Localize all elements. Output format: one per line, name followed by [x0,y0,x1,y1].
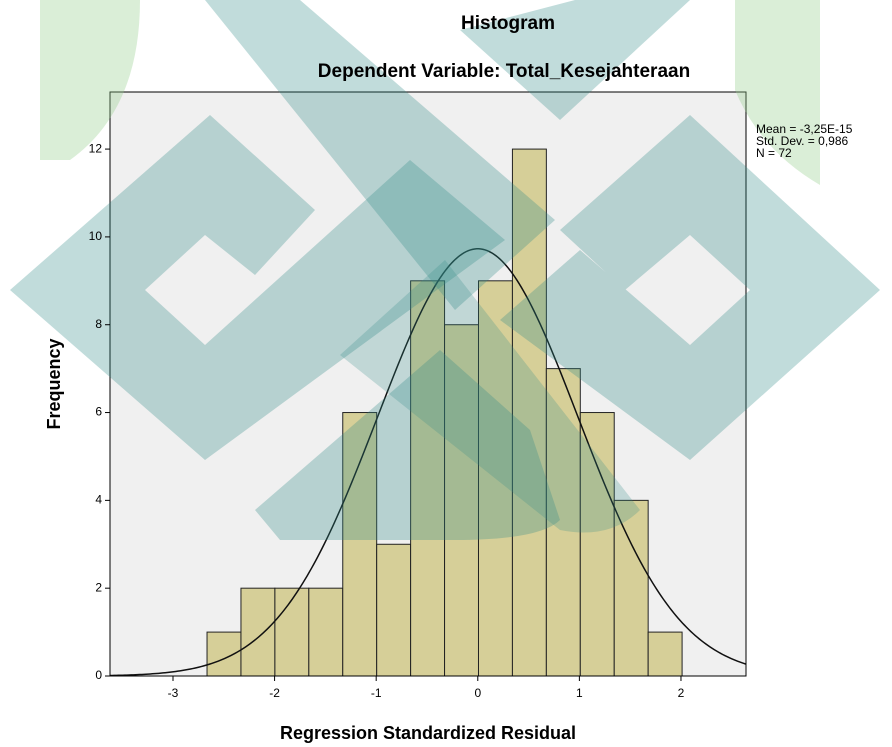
bar [274,587,310,677]
y-tick-label: 8 [95,317,102,331]
y-tick-label: 2 [95,580,102,594]
x-tick-label: 0 [474,686,481,700]
x-axis-label: Regression Standardized Residual [280,723,576,743]
x-tick-label: 1 [576,686,583,700]
y-tick-label: 12 [89,141,103,155]
bar [342,412,378,677]
x-tick-label: -3 [168,686,179,700]
bar [511,148,547,677]
x-tick-label: 2 [678,686,685,700]
bar [545,368,581,677]
plot-area [109,148,747,677]
bar [579,412,615,677]
bar [613,499,649,677]
bar [647,631,683,677]
bar [376,543,412,677]
y-tick-label: 4 [95,493,102,507]
stat-annotation: Std. Dev. = 0,986 [756,134,848,148]
x-tick-label: -2 [269,686,280,700]
y-tick-label: 10 [89,229,103,243]
bar [444,324,479,677]
stat-annotation: N = 72 [756,146,792,160]
normal-curve [109,248,747,677]
y-axis-label: Frequency [44,338,64,429]
chart-title: Histogram [461,13,555,34]
y-tick-label: 0 [95,668,102,682]
bar [240,587,276,677]
plot-frame [109,91,747,677]
y-tick-label: 6 [95,405,102,419]
chart-subtitle: Dependent Variable: Total_Kesejahteraan [318,61,690,82]
bar [308,587,344,677]
stat-annotation: Mean = -3,25E-15 [756,122,853,136]
bar [206,631,242,677]
bar [477,280,513,677]
bar [410,280,446,677]
x-tick-label: -1 [371,686,382,700]
